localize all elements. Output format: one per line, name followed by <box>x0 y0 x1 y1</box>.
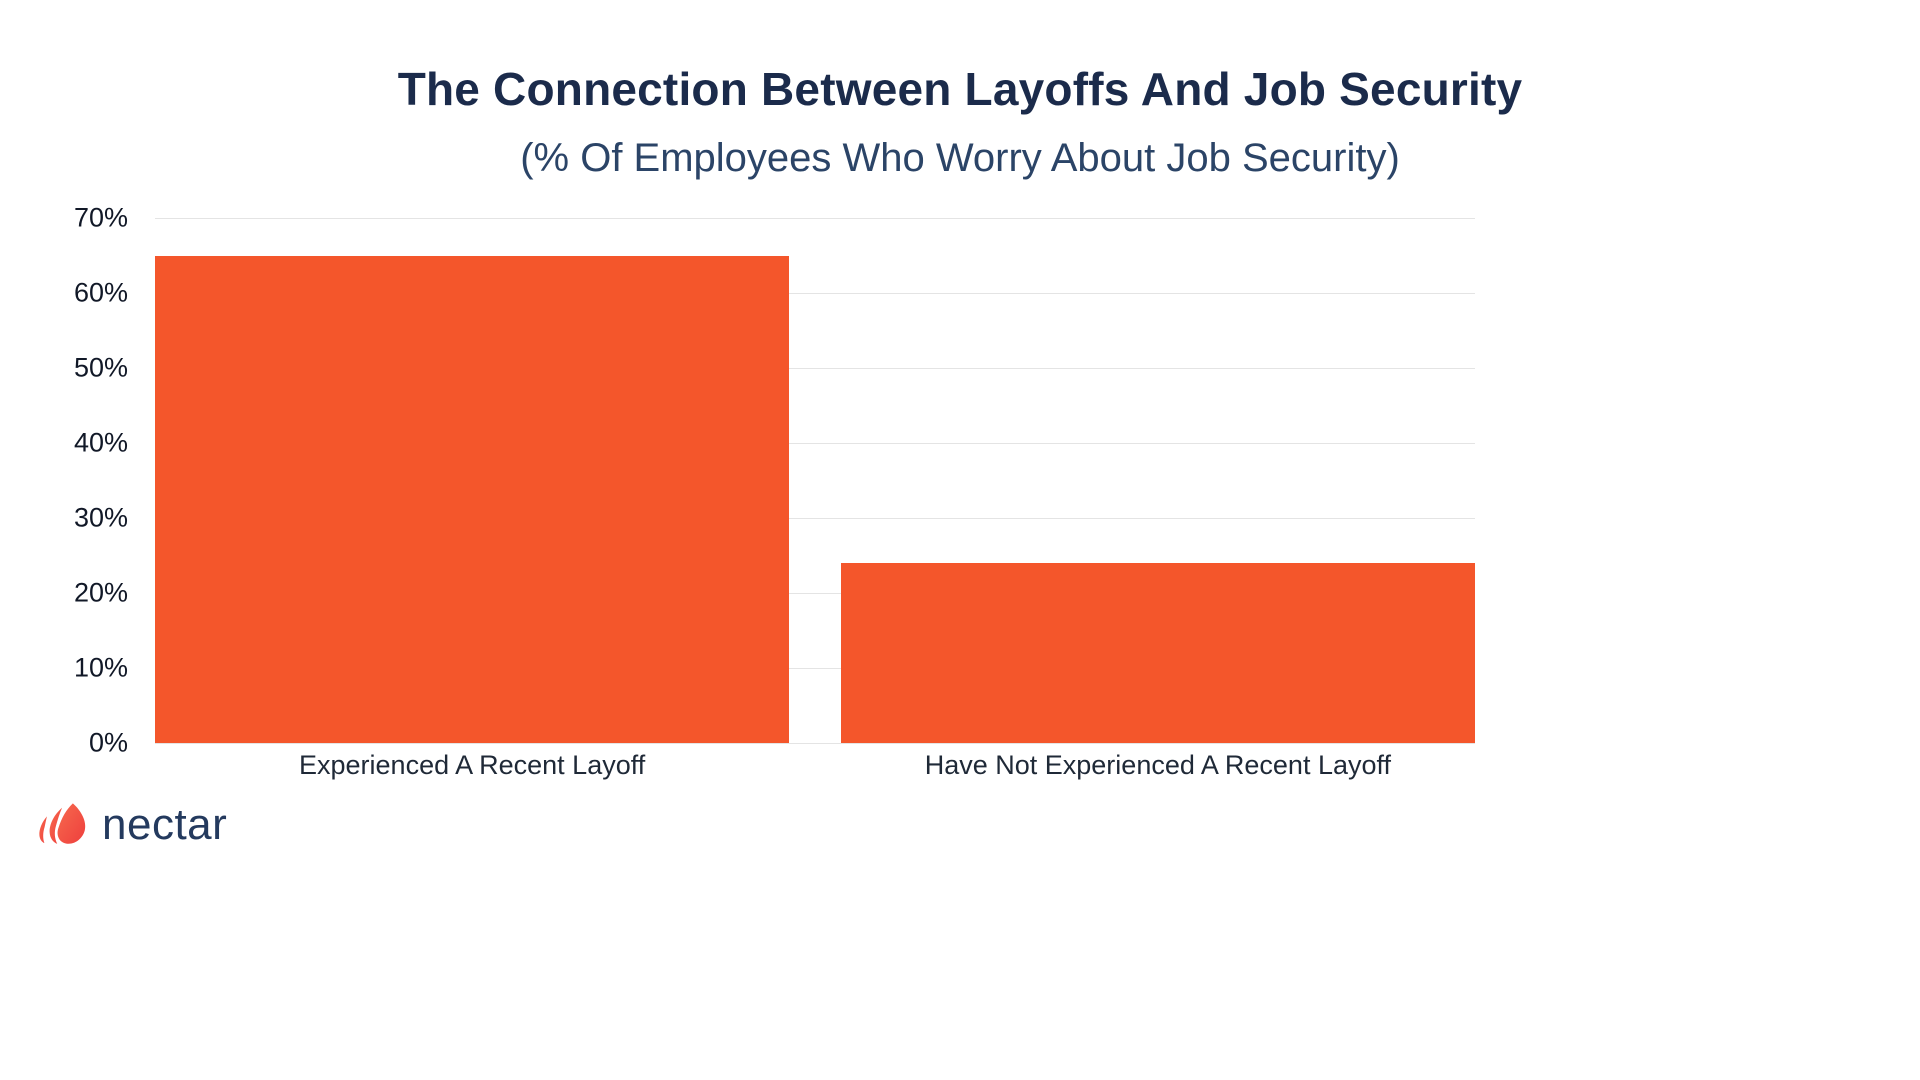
x-axis: Experienced A Recent Layoff Have Not Expe… <box>155 750 1475 781</box>
gridline <box>155 443 1475 444</box>
gridline <box>155 293 1475 294</box>
gridline <box>155 368 1475 369</box>
gridline <box>155 743 1475 744</box>
gridline <box>155 518 1475 519</box>
y-tick-label: 40% <box>73 427 128 458</box>
x-category-label: Have Not Experienced A Recent Layoff <box>924 750 1392 780</box>
bar-0 <box>155 255 790 743</box>
y-tick-label: 70% <box>73 202 128 233</box>
chart-subtitle: (% Of Employees Who Worry About Job Secu… <box>520 136 1400 180</box>
lotus-flower-icon <box>34 800 88 850</box>
y-axis: 0% 10% 20% 30% 40% 50% 60% 70% <box>0 203 140 758</box>
bars-layer <box>155 218 1475 743</box>
nectar-logo: nectar <box>34 800 227 850</box>
logo-text: nectar <box>102 800 228 849</box>
gridline <box>155 668 1475 669</box>
y-tick-label: 10% <box>73 652 128 683</box>
y-tick-label: 0% <box>88 727 128 758</box>
y-tick-label: 30% <box>73 502 128 533</box>
y-tick-label: 60% <box>73 277 128 308</box>
bar-1 <box>840 563 1475 743</box>
y-tick-label: 50% <box>73 352 128 383</box>
plot-area <box>155 218 1475 744</box>
y-tick-label: 20% <box>73 577 128 608</box>
chart-title: The Connection Between Layoffs And Job S… <box>397 63 1523 115</box>
x-category-label: Experienced A Recent Layoff <box>299 750 646 780</box>
gridline <box>155 218 1475 219</box>
gridline <box>155 593 1475 594</box>
